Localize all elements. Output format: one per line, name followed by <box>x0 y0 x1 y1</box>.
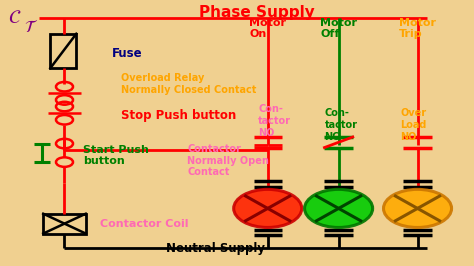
Bar <box>43 214 86 234</box>
Circle shape <box>234 189 302 227</box>
Text: $\mathcal{C}$: $\mathcal{C}$ <box>8 9 22 27</box>
Text: Motor
Off: Motor Off <box>320 18 357 39</box>
Text: Stop Push button: Stop Push button <box>121 109 237 122</box>
Bar <box>50 34 76 68</box>
Text: Overload Relay
Normally Closed Contact: Overload Relay Normally Closed Contact <box>121 73 256 95</box>
Text: Motor
On: Motor On <box>249 18 286 39</box>
Text: Start Push
button: Start Push button <box>83 145 149 166</box>
Text: Contactor
Normally Open
Contact: Contactor Normally Open Contact <box>187 144 269 177</box>
Text: Contactor Coil: Contactor Coil <box>100 219 189 229</box>
Text: Neutral Supply: Neutral Supply <box>166 242 265 255</box>
Text: $\mathcal{T}$: $\mathcal{T}$ <box>24 18 38 36</box>
Text: Con-
tactor
NO: Con- tactor NO <box>258 105 291 138</box>
Circle shape <box>383 189 452 227</box>
Text: Over
Load
NO: Over Load NO <box>400 109 427 142</box>
Text: Fuse: Fuse <box>112 47 142 60</box>
Text: Phase Supply: Phase Supply <box>199 5 315 20</box>
Circle shape <box>305 189 373 227</box>
Text: Motor
Trip: Motor Trip <box>399 18 436 39</box>
Text: Con-
tactor
NC: Con- tactor NC <box>324 109 357 142</box>
